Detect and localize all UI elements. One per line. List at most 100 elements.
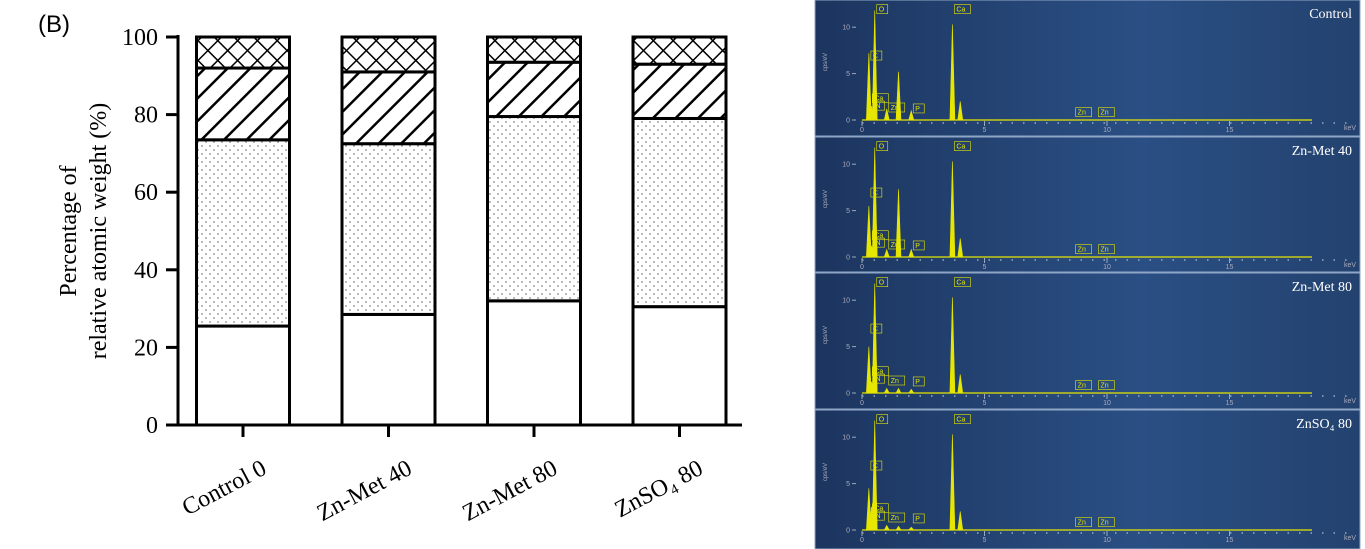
x-tick-label: 10 (1103, 537, 1111, 544)
panel-background (814, 136, 1361, 273)
x-tick-label: 10 (1103, 400, 1111, 407)
panel-title: Zn-Met 40 (1292, 144, 1352, 159)
element-label: Ca (874, 233, 883, 240)
bar-segment (195, 324, 291, 427)
y-tick-label: 100 (122, 25, 158, 51)
element-label: P (915, 516, 920, 523)
y-tick-label: 5 (846, 344, 850, 351)
peak (871, 283, 878, 394)
element-label-box (876, 277, 889, 287)
x-tick-label: 5 (983, 127, 987, 134)
element-label-box (872, 93, 889, 104)
y-axis-title: relative atomic weight (%) (86, 103, 112, 360)
element-label: Zn (1100, 520, 1108, 527)
element-label-box (888, 102, 906, 113)
y-tick-label: 80 (134, 103, 158, 129)
element-label-box (1098, 107, 1115, 117)
x-tick-label: ZnSO₄ 80 (611, 455, 708, 523)
element-label: N (876, 513, 881, 520)
y-tick-label: 5 (846, 71, 850, 78)
element-label: Zn (891, 378, 899, 385)
x-tick-label: 0 (860, 127, 864, 134)
element-label: O (879, 7, 885, 14)
element-label-box (1075, 380, 1092, 390)
element-label: Zn (891, 515, 899, 522)
panel-label: (B) (38, 11, 70, 38)
bar-segment (195, 66, 291, 142)
element-label: P (915, 106, 920, 113)
x-tick-label: 5 (983, 537, 987, 544)
bar-segment (340, 35, 437, 74)
element-label: Ca (874, 369, 883, 376)
peak (908, 388, 915, 394)
x-tick-label: 0 (860, 264, 864, 271)
panel-background (814, 272, 1361, 410)
peak (871, 420, 878, 531)
element-label: P (915, 243, 920, 250)
panel-title: Zn-Met 80 (1292, 280, 1352, 295)
element-label: C (873, 53, 878, 60)
element-label: Zn (1078, 383, 1086, 390)
y-axis-title: Percentage of (56, 165, 82, 296)
x-axis-title: keV (1344, 398, 1356, 405)
peak (883, 108, 890, 121)
element-label-box (1075, 517, 1092, 527)
element-label: N (876, 103, 881, 110)
element-label-box (873, 510, 885, 521)
element-label-box (912, 513, 925, 524)
element-label-box (912, 376, 925, 387)
x-tick-label: Zn-Met 40 (313, 455, 416, 526)
peak (871, 10, 878, 121)
x-tick-label: 15 (1226, 264, 1234, 271)
element-label: Ca (874, 96, 883, 103)
panel-background (814, 0, 1361, 137)
element-label-box (954, 4, 971, 14)
y-tick-label: 0 (146, 413, 158, 439)
element-label: Zn (891, 105, 899, 112)
x-tick-label: 0 (860, 400, 864, 407)
element-label-box (870, 323, 883, 334)
element-label: Ca (956, 7, 965, 14)
y-tick-label: 10 (842, 25, 850, 32)
element-label: O (879, 417, 885, 424)
peak (949, 24, 956, 121)
y-tick-label: 60 (134, 180, 158, 206)
bar-chart: Percentage of relative atomic weight (%) 0… (56, 25, 742, 527)
element-label-box (954, 414, 971, 424)
element-label-box (873, 237, 885, 248)
panel-background (814, 409, 1361, 549)
element-label: C (873, 463, 878, 470)
bar-segment (195, 138, 291, 328)
element-label-box (876, 414, 889, 424)
peak (957, 374, 964, 394)
element-label-box (870, 50, 883, 61)
element-label-box (870, 187, 883, 198)
element-label-box (873, 100, 885, 111)
element-label-box (912, 240, 925, 251)
peak (957, 238, 964, 258)
peak (949, 161, 956, 258)
y-tick-label: 20 (134, 335, 158, 361)
peak (957, 511, 964, 531)
x-tick-label: Zn-Met 80 (458, 455, 561, 526)
y-tick-label: 40 (134, 258, 158, 284)
element-label-box (872, 503, 889, 514)
peak (895, 71, 902, 121)
element-label: Ca (874, 506, 883, 513)
bar-segment (340, 142, 437, 316)
bar-segment (486, 115, 582, 303)
y-tick-label: 10 (842, 435, 850, 442)
bar-segment (631, 35, 728, 66)
y-tick-label: 0 (846, 391, 850, 398)
element-label-box (1098, 244, 1115, 254)
panel-title: ZnSO₄ 80 (1296, 417, 1352, 432)
bar-segment (631, 116, 728, 309)
peak (908, 248, 915, 258)
element-label: Zn (1100, 383, 1108, 390)
element-label-box (876, 141, 889, 151)
element-label: Zn (891, 242, 899, 249)
x-axis-title: keV (1344, 535, 1356, 542)
peak (949, 434, 956, 531)
element-label-box (1098, 380, 1115, 390)
element-label-box (872, 230, 889, 241)
